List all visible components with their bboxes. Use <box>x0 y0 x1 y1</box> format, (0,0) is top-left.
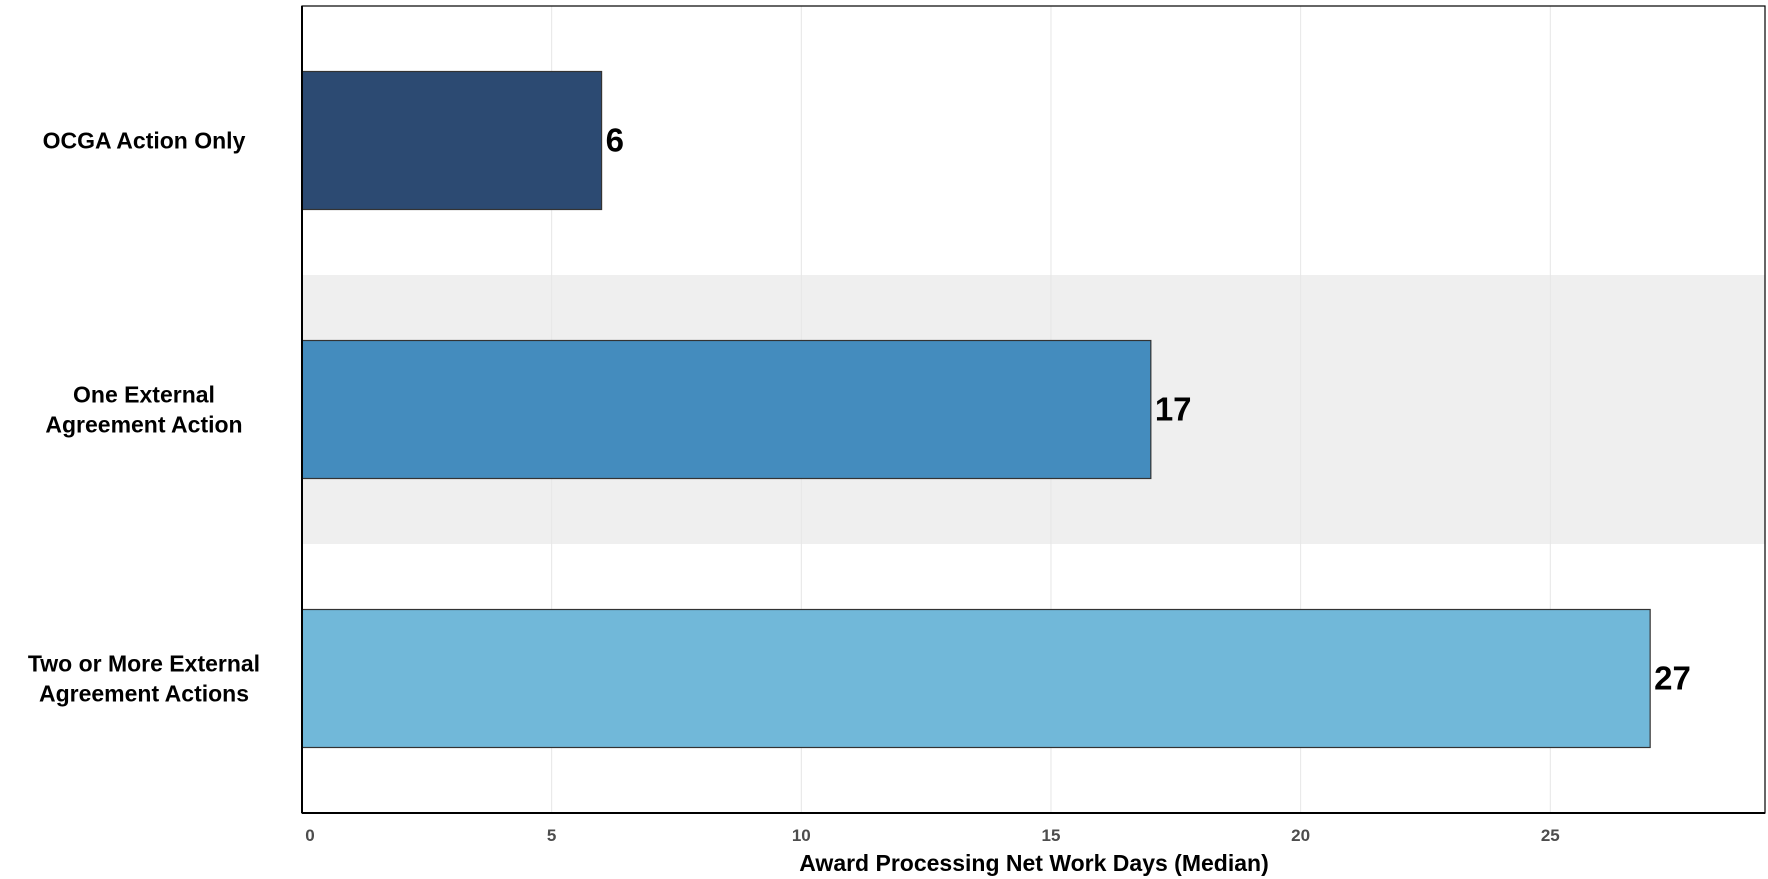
x-tick-label-20: 20 <box>1291 826 1310 845</box>
x-tick-label-5: 5 <box>547 826 556 845</box>
data-label-2: 27 <box>1654 660 1691 697</box>
x-tick-label-25: 25 <box>1541 826 1560 845</box>
x-axis-ticks: 0 5 10 15 20 25 <box>305 826 1559 845</box>
axes <box>301 5 1766 814</box>
category-label-0-line-0: OCGA Action Only <box>43 128 246 154</box>
category-label-1-line-1: Agreement Action <box>45 412 242 438</box>
category-label-2-line-0: Two or More External <box>28 651 260 677</box>
bars <box>301 70 1651 749</box>
category-label-1-line-0: One External <box>73 382 215 408</box>
bar-1 <box>301 339 1152 480</box>
x-tick-label-10: 10 <box>792 826 811 845</box>
bar-0 <box>301 70 603 211</box>
data-label-1: 17 <box>1155 391 1192 428</box>
x-axis-title: Award Processing Net Work Days (Median) <box>799 850 1269 876</box>
category-label-2-line-1: Agreement Actions <box>39 681 249 707</box>
x-tick-label-15: 15 <box>1042 826 1061 845</box>
category-label-0: OCGA Action Only <box>43 128 246 154</box>
x-tick-label-0: 0 <box>305 826 314 845</box>
bar-2 <box>301 608 1651 749</box>
category-label-2: Two or More External Agreement Actions <box>28 651 260 707</box>
data-labels: 6 17 27 <box>606 122 1691 697</box>
data-label-0: 6 <box>606 122 624 159</box>
category-label-1: One External Agreement Action <box>45 382 242 438</box>
category-labels: OCGA Action Only One External Agreement Ac… <box>28 128 260 707</box>
